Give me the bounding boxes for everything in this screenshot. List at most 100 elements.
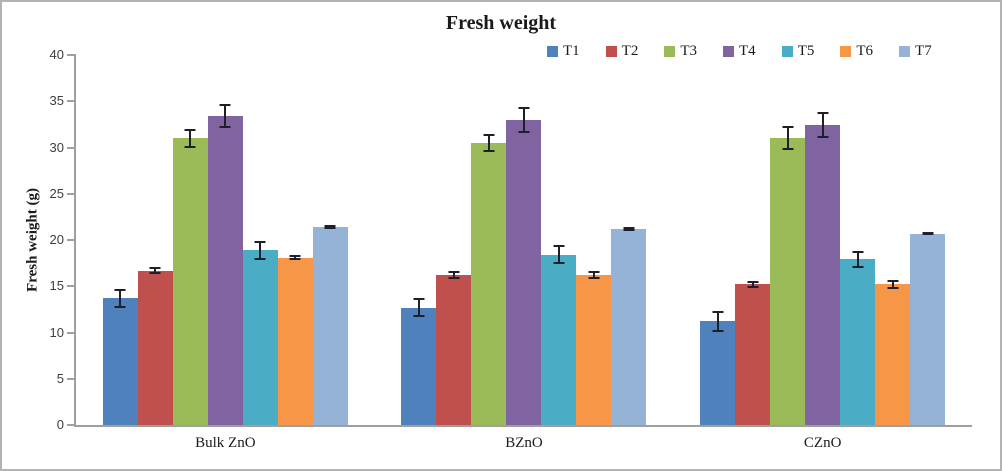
bar-t5-bzno — [541, 254, 577, 425]
bar-t6-bulk-zno — [277, 257, 313, 425]
bar-t4-bzno — [506, 119, 542, 425]
error-bar-cap — [518, 106, 530, 109]
legend-item-t3: T3 — [664, 43, 697, 59]
bar-group-bulk-zno — [76, 55, 375, 425]
error-bar-cap — [852, 265, 864, 268]
bar-slot-t5 — [840, 55, 876, 425]
legend-swatch-t4 — [723, 45, 735, 57]
bar-slot-t3 — [172, 55, 208, 425]
legend-item-t7: T7 — [899, 43, 932, 59]
bar-t2-bulk-zno — [137, 270, 173, 425]
error-bar-cap — [413, 298, 425, 301]
bar-t1-bzno — [401, 307, 437, 425]
legend-swatch-t6 — [840, 45, 852, 57]
error-bar-whisker — [154, 267, 157, 274]
bar-slot-t7 — [312, 55, 348, 425]
legend-label-t7: T7 — [915, 43, 932, 59]
y-tick-mark — [67, 239, 76, 241]
error-bar-cap — [254, 240, 266, 243]
legend-item-t4: T4 — [723, 43, 756, 59]
bar-t1-bulk-zno — [102, 298, 138, 425]
y-tick-mark — [67, 100, 76, 103]
legend-swatch-t5 — [781, 45, 793, 57]
legend-item-t1: T1 — [547, 43, 580, 59]
legend-label-t5: T5 — [797, 43, 815, 59]
bar-t6-bzno — [576, 275, 612, 425]
bar-slot-t3 — [471, 55, 507, 425]
error-bar-cap — [289, 258, 301, 261]
error-bar-cap — [922, 231, 934, 234]
bar-slot-t4 — [506, 55, 542, 425]
bar-slot-t2 — [436, 55, 472, 425]
legend-label-t6: T6 — [856, 43, 874, 59]
legend-item-t5: T5 — [781, 43, 815, 59]
chart-title: Fresh weight — [445, 12, 557, 34]
legend-label-t3: T3 — [680, 43, 698, 59]
x-category-label-bzno: BZnO — [505, 435, 543, 451]
x-category-label-bulk-zno: Bulk ZnO — [195, 435, 256, 451]
bar-t4-czno — [805, 125, 841, 425]
y-tick-label: 35 — [49, 93, 64, 109]
error-bar-whisker — [452, 272, 455, 278]
y-tick-label: 30 — [49, 139, 64, 155]
error-bar-cap — [114, 288, 126, 291]
error-bar-cap — [518, 130, 530, 133]
legend-label-t4: T4 — [739, 43, 756, 59]
error-bar-cap — [588, 276, 600, 279]
bar-slot-t1 — [700, 55, 736, 425]
bar-slot-t4 — [207, 55, 243, 425]
legend-item-t6: T6 — [840, 43, 873, 59]
error-bar-whisker — [592, 272, 595, 278]
y-tick-label: 20 — [49, 232, 64, 247]
y-tick-label: 5 — [56, 370, 64, 386]
x-category-label-czno: CZnO — [803, 435, 842, 451]
plot-area: 0 5 10 15 20 25 30 35 40 Bulk ZnO BZnO CZnO — [50, 47, 972, 451]
y-tick-mark — [67, 424, 76, 426]
legend-label-t2: T2 — [621, 43, 639, 59]
error-bar-whisker — [189, 129, 192, 147]
error-bar-cap — [747, 286, 759, 289]
error-bar-cap — [254, 257, 266, 260]
error-bar-cap — [588, 271, 600, 274]
bar-t4-bulk-zno — [207, 116, 243, 425]
error-bar-whisker — [856, 252, 859, 267]
error-bar-whisker — [821, 113, 824, 138]
y-tick-mark — [67, 192, 76, 195]
bar-slot-t1 — [401, 55, 437, 425]
error-bar-cap — [887, 287, 899, 290]
y-tick-label: 25 — [49, 185, 64, 201]
error-bar-cap — [747, 280, 759, 283]
y-tick-mark — [67, 285, 76, 288]
y-tick-label: 10 — [49, 324, 64, 340]
error-bar-cap — [817, 112, 829, 115]
bar-t2-czno — [735, 284, 771, 425]
y-tick-label: 40 — [49, 47, 64, 62]
error-bar-cap — [184, 128, 196, 131]
error-bar-cap — [289, 254, 301, 257]
error-bar-cap — [922, 233, 934, 236]
y-tick-mark — [67, 54, 76, 56]
bar-t3-bzno — [471, 142, 507, 425]
bar-slot-t4 — [805, 55, 841, 425]
error-bar-cap — [553, 262, 565, 265]
error-bar-whisker — [487, 134, 490, 152]
bar-slot-t2 — [735, 55, 771, 425]
error-bar-whisker — [224, 104, 227, 128]
error-bar-cap — [817, 136, 829, 139]
error-bar-cap — [712, 311, 724, 314]
bar-t3-bulk-zno — [172, 138, 208, 425]
error-bar-cap — [483, 133, 495, 136]
bar-slot-t5 — [541, 55, 577, 425]
legend-label-t1: T1 — [563, 43, 580, 59]
bar-group-bzno — [375, 55, 674, 425]
bar-slot-t5 — [242, 55, 278, 425]
bar-t7-czno — [910, 233, 946, 425]
bar-slot-t6 — [576, 55, 612, 425]
error-bar-cap — [782, 126, 794, 129]
legend-item-t2: T2 — [605, 43, 639, 59]
bar-t1-czno — [700, 321, 736, 425]
bar-slot-t6 — [875, 55, 911, 425]
bar-t5-czno — [840, 259, 876, 425]
bar-t7-bulk-zno — [312, 227, 348, 425]
